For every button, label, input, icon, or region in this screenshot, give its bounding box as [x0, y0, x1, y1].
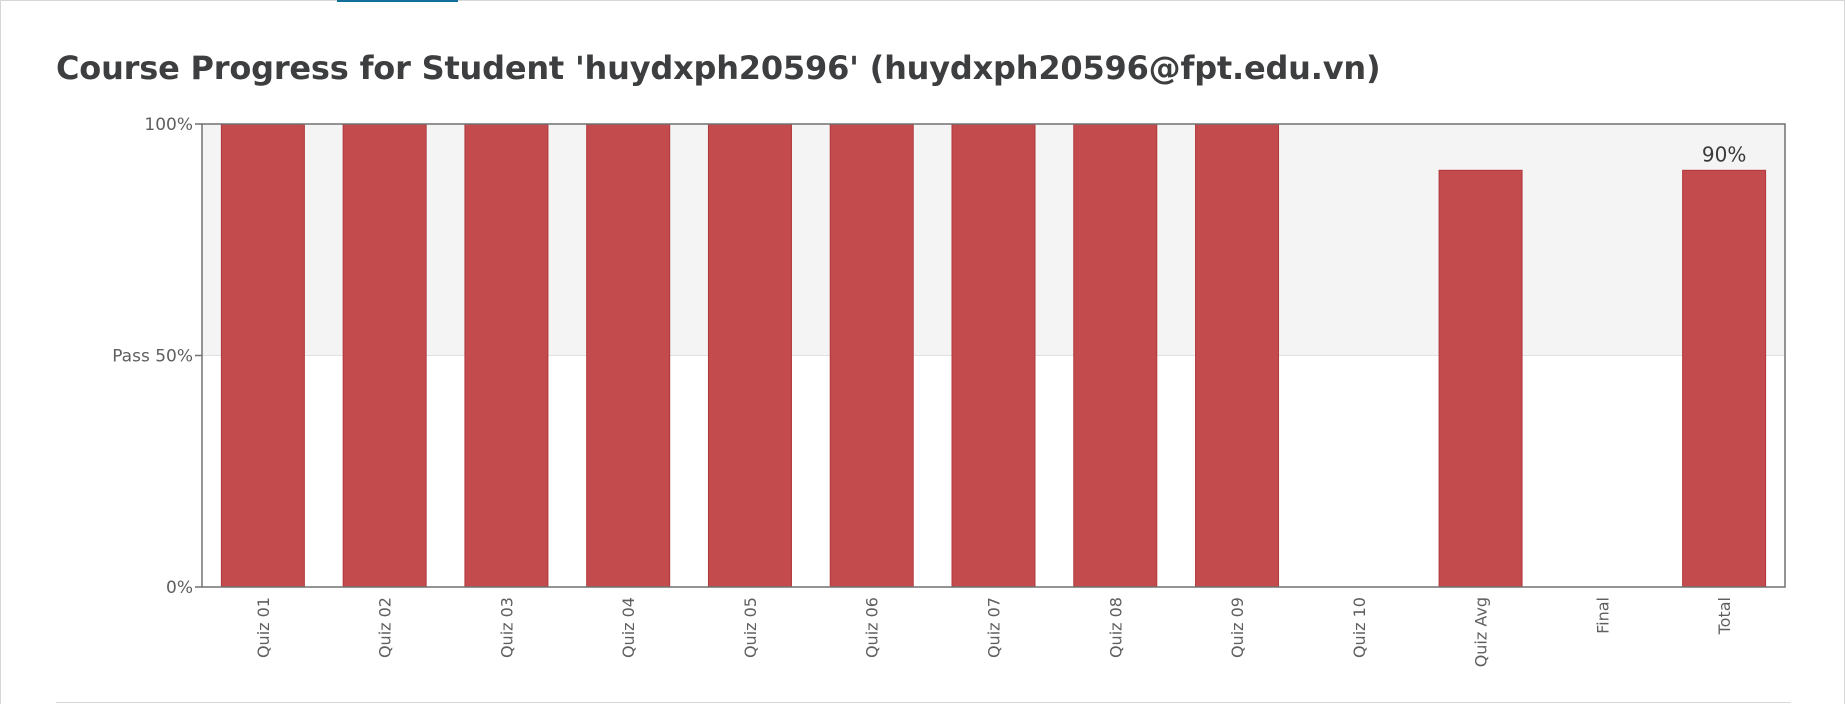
bar-quiz-03: [464, 123, 549, 588]
x-tick-label-quiz-04: Quiz 04: [619, 597, 638, 658]
bar-quiz-04: [586, 123, 671, 588]
x-tick-label-quiz-09: Quiz 09: [1228, 597, 1247, 658]
x-tick-label-quiz-10: Quiz 10: [1350, 597, 1369, 658]
x-tick-label-quiz-02: Quiz 02: [376, 597, 395, 658]
x-tick-label-total: Total: [1715, 597, 1734, 635]
x-tick-label-quiz-01: Quiz 01: [254, 597, 273, 658]
bar-quiz-06: [829, 123, 914, 588]
bar-quiz-09: [1195, 123, 1280, 588]
x-tick-label-final: Final: [1593, 597, 1612, 634]
x-tick-label-quiz-06: Quiz 06: [863, 597, 882, 658]
page-title: Course Progress for Student 'huydxph2059…: [56, 49, 1381, 87]
bar-quiz-07: [951, 123, 1036, 588]
x-tick-label-quiz-05: Quiz 05: [741, 597, 760, 658]
y-tick-label-0: 0%: [166, 578, 193, 598]
bar-quiz-01: [220, 123, 305, 588]
x-tick-label-quiz-08: Quiz 08: [1106, 597, 1125, 658]
bar-quiz-05: [707, 123, 792, 588]
data-label-total: 90%: [1702, 142, 1746, 166]
active-tab-indicator: [337, 0, 458, 2]
bar-quiz-08: [1073, 123, 1158, 588]
bar-quiz-02: [342, 123, 427, 588]
y-tick-label-50: Pass 50%: [112, 347, 193, 367]
y-tick-label-100: 100%: [144, 115, 193, 135]
bottom-divider: [56, 702, 1791, 703]
x-tick-label-quiz-03: Quiz 03: [497, 597, 516, 658]
bar-total: [1682, 169, 1767, 588]
bar-quiz-avg: [1438, 169, 1523, 588]
x-tick-label-quiz-07: Quiz 07: [985, 597, 1004, 658]
x-tick-label-quiz-avg: Quiz Avg: [1472, 597, 1491, 667]
